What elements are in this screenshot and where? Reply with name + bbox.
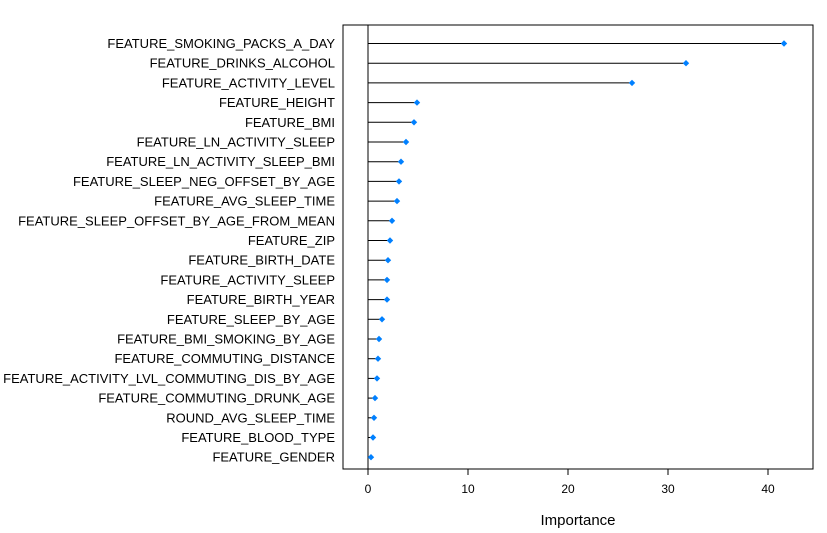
data-point-marker [370, 414, 378, 421]
category-label: FEATURE_COMMUTING_DRUNK_AGE [98, 391, 335, 406]
category-label: FEATURE_SLEEP_BY_AGE [167, 312, 335, 327]
category-label: FEATURE_ACTIVITY_LEVEL [162, 75, 335, 90]
category-label: FEATURE_SLEEP_OFFSET_BY_AGE_FROM_MEAN [18, 213, 335, 228]
x-tick-label: 20 [561, 482, 575, 496]
data-point-marker [395, 178, 403, 185]
x-tick-label: 40 [761, 482, 775, 496]
data-point-marker [410, 119, 418, 126]
stems-group [368, 43, 784, 458]
category-label: FEATURE_BIRTH_YEAR [187, 292, 335, 307]
category-label: FEATURE_ZIP [248, 233, 335, 248]
data-point-marker [402, 138, 410, 146]
data-point-marker [780, 40, 788, 47]
x-axis-ticks: 0 10 20 30 40 [365, 469, 775, 496]
x-tick-label: 30 [661, 482, 675, 496]
markers-group [367, 40, 788, 461]
data-point-marker [383, 296, 391, 303]
data-point-marker [388, 217, 396, 224]
category-label: ROUND_AVG_SLEEP_TIME [166, 410, 335, 425]
category-label: FEATURE_BIRTH_DATE [188, 253, 335, 268]
category-label: FEATURE_BLOOD_TYPE [181, 430, 335, 445]
data-point-marker [378, 316, 386, 323]
category-label: FEATURE_LN_ACTIVITY_SLEEP_BMI [106, 154, 335, 169]
category-label: FEATURE_AVG_SLEEP_TIME [154, 194, 335, 209]
category-label: FEATURE_HEIGHT [219, 95, 335, 110]
category-label: FEATURE_SLEEP_NEG_OFFSET_BY_AGE [73, 174, 335, 189]
category-label: FEATURE_DRINKS_ALCOHOL [150, 56, 335, 71]
category-label: FEATURE_ACTIVITY_SLEEP [160, 272, 335, 287]
data-point-marker [628, 79, 636, 87]
data-point-marker [373, 375, 381, 382]
data-point-marker [374, 355, 382, 362]
category-label: FEATURE_LN_ACTIVITY_SLEEP [137, 135, 335, 150]
data-point-marker [386, 237, 394, 244]
category-label: FEATURE_BMI [245, 115, 335, 130]
data-point-marker [397, 158, 405, 165]
x-tick-label: 0 [365, 482, 372, 496]
data-point-marker [393, 197, 401, 205]
plot-frame [342, 24, 814, 470]
data-point-marker [375, 335, 383, 343]
data-point-marker [371, 394, 379, 402]
category-label: FEATURE_GENDER [212, 450, 335, 465]
data-point-marker [682, 60, 690, 67]
category-label: FEATURE_COMMUTING_DISTANCE [114, 351, 335, 366]
category-label: FEATURE_ACTIVITY_LVL_COMMUTING_DIS_BY_AG… [3, 371, 335, 386]
category-label: FEATURE_SMOKING_PACKS_A_DAY [107, 36, 335, 51]
data-point-marker [367, 454, 375, 461]
category-label: FEATURE_BMI_SMOKING_BY_AGE [117, 332, 335, 347]
x-tick-label: 10 [461, 482, 475, 496]
data-point-marker [383, 276, 391, 284]
data-point-marker [413, 99, 421, 106]
data-point-marker [384, 257, 392, 264]
category-labels: FEATURE_SMOKING_PACKS_A_DAY FEATURE_DRINK… [3, 36, 335, 465]
data-point-marker [369, 434, 377, 441]
x-axis-title: Importance [540, 512, 615, 529]
